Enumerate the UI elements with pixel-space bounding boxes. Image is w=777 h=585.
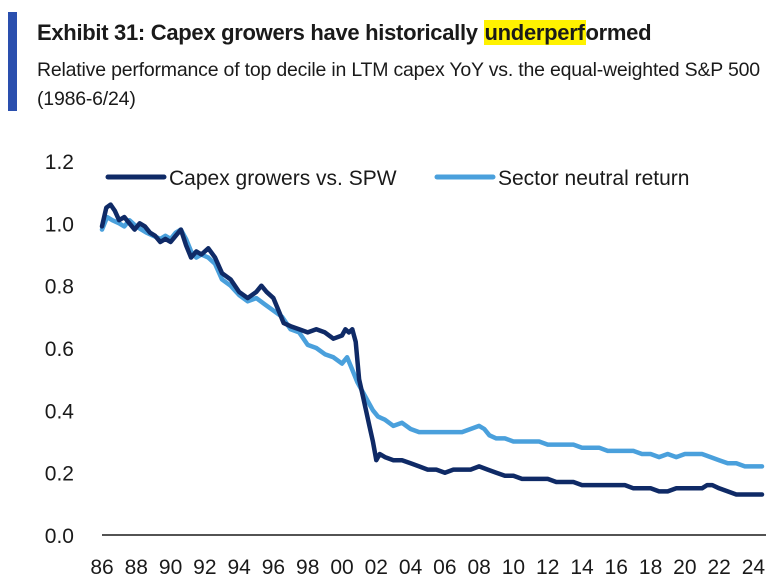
x-tick-label: 98 bbox=[296, 556, 319, 579]
x-tick-label: 90 bbox=[159, 556, 182, 579]
legend-label-capex-growers: Capex growers vs. SPW bbox=[169, 167, 397, 190]
x-tick-label: 06 bbox=[433, 556, 456, 579]
x-tick-label: 04 bbox=[399, 556, 423, 579]
legend: Capex growers vs. SPW Sector neutral retu… bbox=[105, 167, 689, 190]
x-tick-label: 88 bbox=[125, 556, 148, 579]
x-tick-label: 24 bbox=[742, 556, 766, 579]
x-tick-label: 18 bbox=[639, 556, 662, 579]
series-group bbox=[99, 202, 765, 497]
legend-label-sector-neutral: Sector neutral return bbox=[498, 167, 689, 190]
x-tick-label: 92 bbox=[193, 556, 216, 579]
x-axis: 86 88 90 92 94 96 98 00 02 04 06 08 10 12 14 16 18 20 22 24 bbox=[90, 534, 766, 579]
x-tick-label: 20 bbox=[673, 556, 696, 579]
y-tick-label: 0.8 bbox=[45, 276, 74, 299]
y-tick-label: 1.0 bbox=[45, 213, 74, 236]
y-tick-label: 0.0 bbox=[45, 525, 74, 548]
x-tick-label: 22 bbox=[707, 556, 730, 579]
x-tick-label: 10 bbox=[502, 556, 525, 579]
x-tick-label: 16 bbox=[605, 556, 628, 579]
x-tick-label: 12 bbox=[536, 556, 559, 579]
accent-bar bbox=[8, 12, 17, 111]
x-tick-label: 14 bbox=[570, 556, 594, 579]
x-tick-label: 86 bbox=[90, 556, 113, 579]
y-axis: 0.0 0.2 0.4 0.6 0.8 1.0 1.2 bbox=[45, 151, 75, 548]
title-text: Exhibit 31: Capex growers have historica… bbox=[37, 20, 484, 45]
x-tick-label: 00 bbox=[330, 556, 353, 579]
x-tick-label: 96 bbox=[262, 556, 285, 579]
exhibit-subtitle: Relative performance of top decile in LT… bbox=[37, 59, 760, 110]
line-chart: 0.0 0.2 0.4 0.6 0.8 1.0 1.2 86 88 90 92 94 96 98 00 02… bbox=[45, 151, 766, 579]
y-tick-label: 0.6 bbox=[45, 338, 74, 361]
exhibit-title: Exhibit 31: Capex growers have historica… bbox=[37, 20, 652, 46]
title-highlight: underperf bbox=[483, 20, 586, 45]
y-tick-label: 0.4 bbox=[45, 400, 75, 423]
x-tick-label: 02 bbox=[365, 556, 388, 579]
title-text-end: ormed bbox=[585, 20, 652, 45]
x-tick-label: 08 bbox=[467, 556, 490, 579]
x-tick-label: 94 bbox=[227, 556, 251, 579]
series-line-capex-growers bbox=[99, 202, 765, 497]
y-tick-label: 1.2 bbox=[45, 151, 74, 174]
y-tick-label: 0.2 bbox=[45, 463, 74, 486]
